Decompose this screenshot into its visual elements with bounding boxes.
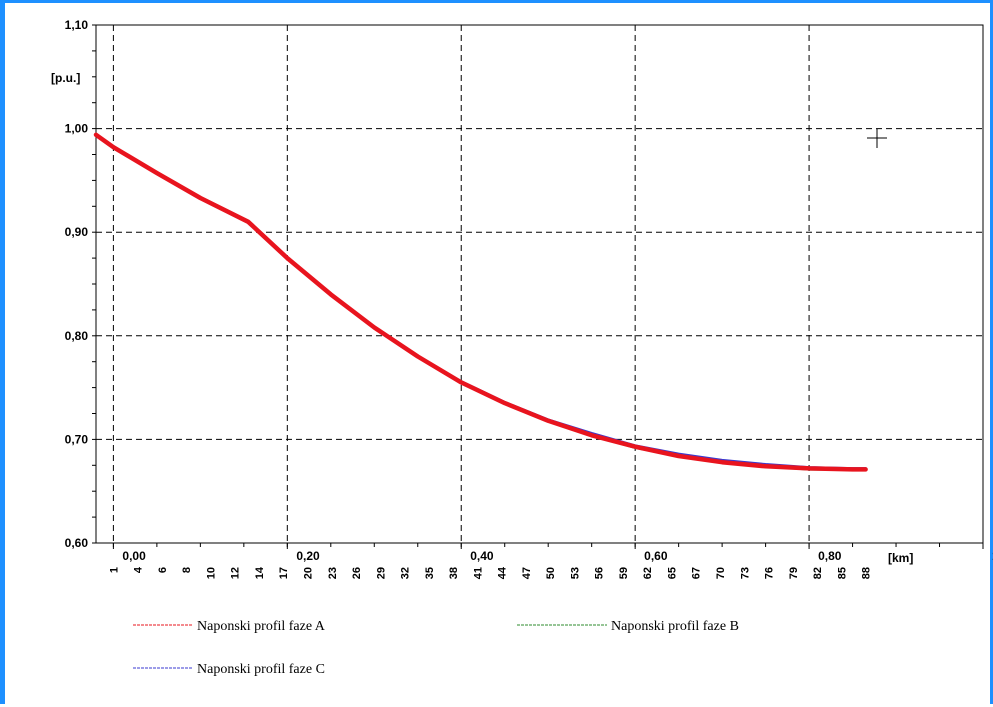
node-label: 88 <box>861 567 873 579</box>
node-label: 47 <box>521 567 533 579</box>
node-label: 10 <box>205 567 217 579</box>
node-label: 79 <box>788 567 800 579</box>
node-label: 1 <box>108 567 120 573</box>
node-label: 32 <box>400 567 412 579</box>
node-label: 14 <box>254 566 266 579</box>
x-tick-label: 0,80 <box>818 549 842 563</box>
node-label: 4 <box>133 566 145 573</box>
node-label: 65 <box>666 567 678 579</box>
y-tick-label: 1,10 <box>65 18 89 32</box>
node-label: 35 <box>424 567 436 579</box>
x-tick-label: 0,40 <box>470 549 494 563</box>
node-label: 70 <box>715 567 727 579</box>
series-line-phase-c <box>94 133 867 470</box>
crosshair-cursor-icon <box>867 129 887 148</box>
y-axis-label: [p.u.] <box>51 71 80 85</box>
node-label: 17 <box>278 567 290 579</box>
node-label: 62 <box>642 567 654 579</box>
node-label: 50 <box>545 567 557 579</box>
node-label: 29 <box>375 567 387 579</box>
node-label: 8 <box>181 567 193 573</box>
series-line-phase-a <box>93 132 868 472</box>
x-axis-label: [km] <box>888 551 913 565</box>
node-label: 59 <box>618 567 630 579</box>
plot-area <box>95 24 984 544</box>
node-label: 56 <box>594 567 606 579</box>
y-tick-label: 0,70 <box>65 432 89 446</box>
node-label: 53 <box>569 567 581 579</box>
node-label: 67 <box>691 567 703 579</box>
y-tick-label: 1,00 <box>65 122 89 136</box>
legend-label: Naponski profil faze B <box>611 619 739 634</box>
node-label: 12 <box>230 567 242 579</box>
node-label: 44 <box>497 566 509 579</box>
node-label: 38 <box>448 567 460 579</box>
node-label: 82 <box>812 567 824 579</box>
node-label: 41 <box>472 567 484 579</box>
node-label: 85 <box>836 567 848 579</box>
y-tick-label: 0,60 <box>65 536 89 550</box>
x-tick-label: 0,00 <box>122 549 146 563</box>
series-line-phase-b <box>94 133 867 471</box>
node-label: 73 <box>739 567 751 579</box>
node-label: 23 <box>327 567 339 579</box>
legend-label: Naponski profil faze A <box>197 619 326 634</box>
legend-label: Naponski profil faze C <box>197 662 325 677</box>
y-tick-label: 0,90 <box>65 225 89 239</box>
y-tick-label: 0,80 <box>65 329 89 343</box>
node-label: 6 <box>157 567 169 573</box>
x-tick-label: 0,60 <box>644 549 668 563</box>
voltage-profile-chart: 0,60 0,70 0,80 0,90 1,00 1,10 0,00 0,20 0,40 0,60… <box>51 18 993 677</box>
node-label: 76 <box>764 567 776 579</box>
x-tick-label: 0,20 <box>296 549 320 563</box>
node-label: 26 <box>351 567 363 579</box>
node-label: 20 <box>303 567 315 579</box>
